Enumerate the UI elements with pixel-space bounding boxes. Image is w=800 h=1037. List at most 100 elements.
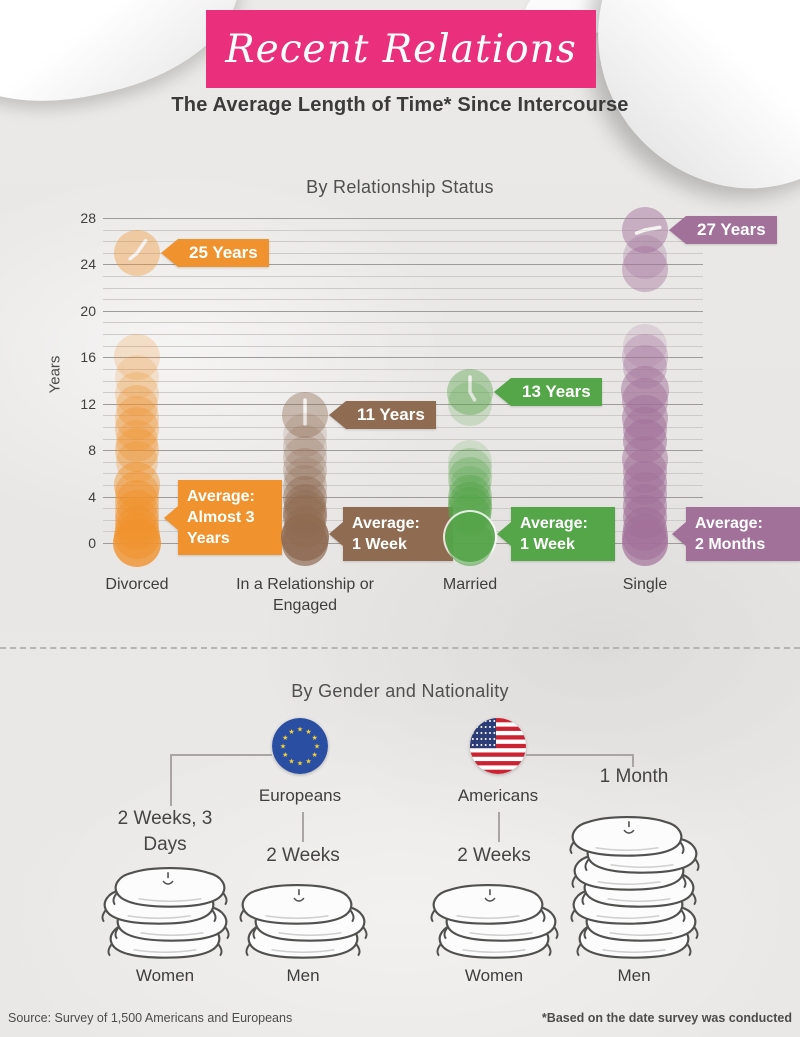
average-callout: Average: 2 Months — [672, 507, 800, 561]
category-label: In a Relationship or Engaged — [236, 576, 374, 614]
y-tick-label: 24 — [80, 256, 96, 273]
connector-line — [302, 812, 304, 842]
data-bubble — [447, 520, 493, 566]
data-bubble — [283, 447, 327, 492]
page-title: Recent Relations — [225, 26, 577, 72]
duration-label: 2 Weeks, 3 Days — [117, 808, 213, 855]
data-bubble — [283, 413, 327, 458]
clock-bubble — [282, 392, 328, 439]
average-label-line: 1 Week — [352, 536, 407, 553]
gridline-major — [103, 218, 703, 219]
data-bubble — [114, 334, 160, 381]
max-value-label: 11 Years — [346, 401, 436, 430]
pillow — [238, 878, 356, 928]
eu-flag-icon: ★ ★★★★★★★★★★★ — [272, 718, 328, 774]
average-label-line: Average: — [352, 515, 420, 532]
data-bubble — [115, 372, 159, 417]
data-bubble — [283, 424, 327, 469]
category-label: Divorced — [105, 576, 169, 593]
callout-arrow — [497, 522, 511, 546]
data-bubble — [116, 385, 158, 428]
gridline-major — [103, 264, 703, 266]
data-bubble — [116, 419, 158, 462]
pillow — [429, 878, 547, 928]
gridline-major — [103, 310, 703, 312]
average-callout: Average: Almost 3 Years — [164, 480, 282, 555]
gender-label: Men — [617, 966, 651, 985]
gridline-minor — [103, 229, 703, 231]
svg-text:★: ★ — [314, 743, 320, 751]
svg-text:★: ★ — [280, 743, 286, 751]
pillow — [111, 861, 229, 911]
svg-text:★: ★ — [288, 728, 294, 736]
data-bubble — [448, 439, 492, 484]
data-bubble — [115, 355, 159, 400]
gridline-minor — [103, 276, 703, 278]
clock-icon — [128, 238, 148, 261]
average-label-line: Average: — [695, 515, 763, 532]
svg-text:★: ★ — [282, 734, 288, 742]
data-bubble — [282, 520, 328, 566]
pillow-icon — [112, 866, 228, 908]
gridline-minor — [103, 287, 703, 289]
svg-text:★: ★ — [305, 757, 311, 765]
data-bubble — [623, 235, 667, 280]
gridline-minor — [103, 322, 703, 324]
max-value-callout: 13 Years — [494, 378, 602, 407]
gridline-major — [103, 496, 703, 498]
gender-label: Women — [135, 966, 195, 985]
pillow-icon — [569, 815, 685, 857]
clock-icon — [634, 225, 662, 235]
max-value-callout: 27 Years — [669, 215, 777, 244]
y-tick-label: 28 — [80, 210, 96, 226]
data-bubble — [448, 457, 492, 502]
average-label-line: Average: — [187, 488, 255, 505]
gridline-minor — [103, 438, 703, 440]
gridline-minor — [103, 241, 703, 243]
max-value-label: 27 Years — [686, 215, 777, 244]
section-title-gender-nationality: By Gender and Nationality — [291, 681, 509, 701]
data-bubble — [623, 323, 667, 368]
y-tick-label: 8 — [88, 442, 96, 459]
callout-arrow — [672, 522, 686, 546]
svg-text:★: ★ — [312, 734, 318, 742]
connector-line — [170, 754, 272, 756]
average-label-line: 1 Week — [520, 536, 575, 553]
y-tick-label: 0 — [88, 535, 96, 551]
svg-text:★: ★ — [297, 760, 303, 768]
category-label: Single — [622, 576, 668, 593]
data-bubble — [115, 395, 159, 440]
section-title-relationship-status: By Relationship Status — [306, 177, 494, 197]
y-tick-label: 16 — [80, 349, 96, 366]
average-callout: Average: 1 Week — [329, 507, 453, 561]
gridline-minor — [103, 345, 703, 347]
y-tick-label: 4 — [88, 488, 96, 505]
callout-arrow — [164, 505, 178, 530]
connector-line — [526, 754, 632, 756]
max-value-callout: 11 Years — [329, 401, 436, 430]
average-label-line: Average: — [520, 515, 588, 532]
us-flag-icon — [470, 718, 526, 774]
nationality-label: Europeans — [258, 786, 342, 805]
title-banner: Recent Relations — [206, 10, 596, 88]
gridline-minor — [103, 473, 703, 475]
average-callout: Average: 1 Week — [497, 507, 615, 561]
y-tick-label: 12 — [80, 395, 96, 412]
gridline-minor — [103, 252, 703, 254]
nationality-label: Americans — [457, 786, 539, 805]
gridline-minor — [103, 461, 703, 463]
eu-flag: ★ ★ ★ ★ ★ ★ ★ ★ ★ ★ ★ ★ — [272, 718, 328, 774]
gridline-minor — [103, 380, 703, 382]
svg-text:★: ★ — [305, 728, 311, 736]
y-axis-label: Years — [46, 355, 64, 394]
connector-line — [170, 754, 172, 806]
section-divider — [0, 647, 800, 649]
data-bubble — [283, 436, 327, 481]
y-tick-label: 20 — [80, 302, 96, 319]
gender-label: Men — [286, 966, 320, 985]
clock-icon — [468, 375, 477, 402]
gridline-minor — [103, 484, 703, 486]
